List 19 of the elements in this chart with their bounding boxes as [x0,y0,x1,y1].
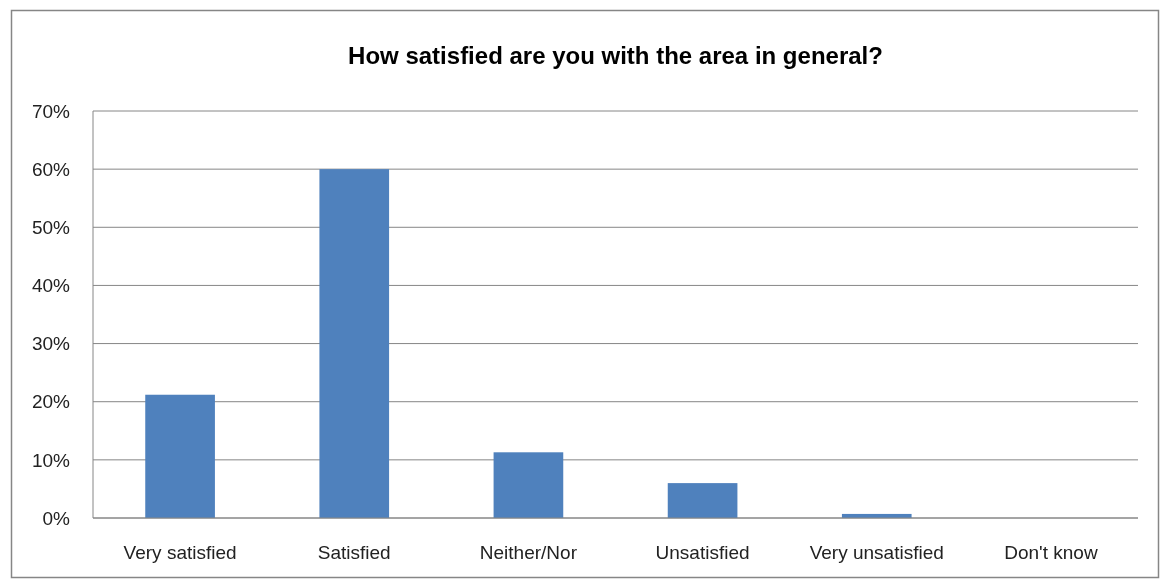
bar [667,483,738,518]
x-tick-label: Very unsatisfied [809,542,944,563]
x-tick-label: Very satisfied [123,542,237,563]
bar [145,394,215,518]
y-tick-label: 60% [31,158,71,180]
bar [493,452,564,518]
y-tick-label: 0% [42,507,71,529]
y-tick-label: 30% [31,333,71,355]
y-tick-label: 20% [31,391,71,413]
x-tick-label: Unsatisfied [655,542,750,563]
y-tick-label: 50% [31,216,71,238]
y-tick-label: 70% [31,100,71,122]
x-tick-label: Don't know [1004,542,1098,563]
x-tick-label: Neither/Nor [479,542,578,563]
y-tick-label: 40% [31,275,71,297]
chart-title: How satisfied are you with the area in general? [348,42,883,69]
y-tick-label: 10% [31,449,71,471]
bar [319,169,390,518]
x-tick-label: Satisfied [317,542,391,563]
